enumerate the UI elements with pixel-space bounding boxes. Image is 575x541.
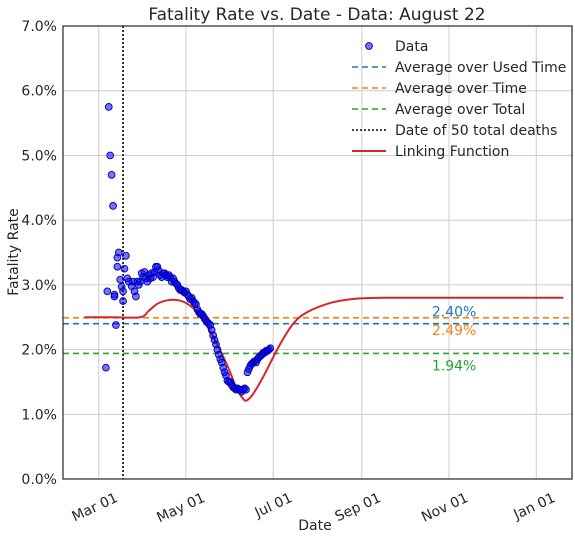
y-tick-label: 1.0%	[21, 407, 57, 423]
y-tick-label: 3.0%	[21, 278, 57, 294]
x-tick-label: Jan 01	[511, 490, 558, 523]
y-tick-label: 2.0%	[21, 343, 57, 359]
legend-entry: Data	[365, 39, 428, 55]
legend-label: Data	[395, 39, 428, 55]
data-point	[116, 275, 125, 284]
annotation-avg_time: 2.49%	[432, 323, 476, 339]
x-axis-title: Date	[298, 518, 331, 534]
annotation-avg_total: 1.94%	[432, 358, 476, 374]
data-point	[119, 297, 127, 305]
x-tick-label: Mar 01	[70, 490, 121, 525]
average-lines	[63, 317, 572, 355]
data-point	[132, 292, 140, 301]
plot-frame	[62, 25, 573, 480]
legend-entry: Linking Function	[352, 144, 509, 160]
legend-entry: Average over Time	[352, 81, 527, 97]
data-point	[112, 321, 120, 329]
legend-entry: Average over Total	[352, 102, 525, 118]
legend-label: Average over Time	[395, 81, 527, 97]
x-tick-label: Jul 01	[252, 490, 295, 521]
data-point	[103, 287, 112, 296]
legend-marker	[365, 42, 373, 50]
y-tick-label: 7.0%	[21, 19, 57, 35]
linking-function-layer	[84, 296, 564, 402]
legend-label: Linking Function	[395, 144, 509, 160]
x-tick-label: Nov 01	[419, 490, 471, 525]
data-point	[113, 262, 122, 271]
data-point	[106, 151, 115, 160]
y-axis-title: Fatality Rate	[6, 208, 22, 296]
y-tick-label: 5.0%	[21, 148, 57, 164]
legend-label: Date of 50 total deaths	[395, 123, 557, 139]
data-point	[120, 264, 129, 273]
data-point	[266, 344, 275, 353]
legend: Data Average over Used Time Average over T…	[352, 39, 566, 160]
data-point	[107, 170, 116, 179]
y-axis-ticks: 0.0% 1.0% 2.0% 3.0% 4.0% 5.0% 6.0% 7.0%	[21, 19, 57, 488]
linking-function-line	[84, 296, 564, 402]
y-tick-label: 6.0%	[21, 84, 57, 100]
y-tick-label: 0.0%	[21, 472, 57, 488]
data-points	[102, 103, 275, 396]
data-point	[114, 248, 123, 257]
data-point	[109, 202, 117, 210]
annotation-avg_used_time: 2.40%	[432, 305, 476, 321]
data-point	[119, 287, 127, 296]
data-point	[242, 385, 250, 394]
grid	[63, 25, 572, 480]
data-point	[102, 363, 110, 372]
average-annotations: 2.40% 2.49% 1.94%	[432, 305, 476, 375]
legend-label: Average over Used Time	[395, 60, 566, 76]
data-point	[104, 103, 113, 111]
legend-entry: Date of 50 total deaths	[352, 123, 557, 139]
chart-title: Fatality Rate vs. Date - Data: August 22	[148, 5, 485, 25]
x-tick-label: May 01	[154, 490, 207, 526]
y-tick-label: 4.0%	[21, 213, 57, 229]
legend-entry: Average over Used Time	[352, 60, 566, 76]
x-tick-label: Sep 01	[333, 490, 384, 525]
data-point	[110, 292, 119, 301]
data-point	[122, 251, 130, 260]
legend-label: Average over Total	[395, 102, 525, 118]
